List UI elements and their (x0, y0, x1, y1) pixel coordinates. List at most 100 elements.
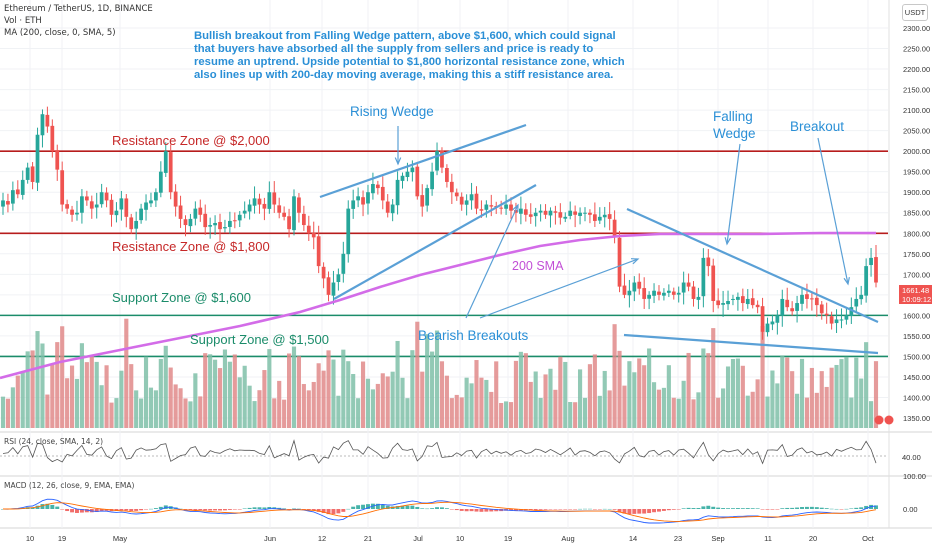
macd-histogram-bar (124, 509, 129, 511)
volume-bar (30, 350, 35, 428)
volume-bar (395, 340, 400, 428)
volume-bar (824, 386, 829, 428)
volume-bar (696, 392, 701, 428)
macd-histogram-bar (70, 509, 75, 513)
candle-body (346, 208, 351, 255)
candle-body (45, 114, 50, 127)
volume-bar (474, 360, 479, 428)
candle-body (874, 257, 878, 283)
candle-body (149, 200, 153, 204)
macd-histogram-bar (706, 505, 711, 509)
price-tick-label: 2300.00 (903, 24, 930, 33)
candle-body (578, 212, 582, 216)
arrow-bearish-2-head (630, 258, 640, 265)
volume-bar (577, 369, 583, 428)
macd-histogram-bar (366, 504, 370, 509)
macd-histogram-bar (331, 509, 336, 515)
candle-body (306, 225, 311, 234)
macd-histogram-bar (257, 507, 262, 509)
candle-body (721, 303, 725, 305)
candle-body (242, 210, 247, 214)
candle-body (55, 150, 60, 170)
candle-body (859, 294, 864, 300)
candle-body (316, 236, 321, 267)
macd-tick-label: 100.00 (903, 472, 926, 481)
macd-histogram-bar (148, 508, 153, 510)
price-tick-label: 2200.00 (903, 65, 930, 74)
candle-body (80, 196, 84, 213)
candle-body (691, 286, 696, 299)
macd-histogram-bar (558, 509, 563, 510)
volume-bar (868, 401, 874, 428)
macd-histogram-bar (568, 509, 573, 510)
candle-body (514, 209, 518, 213)
volume-bar (790, 371, 795, 428)
candle-body (647, 294, 651, 299)
macd-histogram-bar (543, 509, 548, 510)
volume-bar (711, 328, 716, 428)
macd-histogram-bar (459, 509, 464, 511)
sma-line (0, 231, 876, 380)
macd-histogram-bar (479, 509, 484, 512)
volume-bar (99, 385, 104, 428)
volume-bar (222, 349, 228, 428)
macd-histogram-bar (415, 506, 420, 509)
candle-body (301, 213, 306, 226)
candle-body (15, 189, 20, 195)
volume-bar (780, 356, 785, 428)
volume-bar (839, 359, 844, 428)
candle-body (558, 212, 563, 218)
volume-bar (370, 389, 375, 428)
candle-body (25, 167, 30, 180)
candle-body (563, 216, 568, 219)
volume-bar (257, 390, 262, 428)
macd-histogram-bar (247, 507, 252, 509)
candle-body (375, 184, 380, 189)
price-tick-label: 1450.00 (903, 373, 930, 382)
candle-body (800, 294, 804, 304)
candle-body (331, 282, 336, 296)
volume-bar (311, 381, 316, 428)
volume-bar (844, 356, 849, 428)
macd-histogram-bar (272, 507, 277, 509)
volume-bar (528, 381, 533, 428)
volume-bar (504, 401, 509, 428)
time-tick-label: 20 (809, 534, 817, 543)
price-tick-label: 1850.00 (903, 209, 930, 218)
volume-bar (208, 354, 213, 428)
volume-bar (286, 353, 292, 428)
volume-bar (543, 374, 548, 428)
arrow-bearish-2 (479, 258, 639, 319)
volume-bar (873, 361, 879, 428)
label-bearish-breakouts: Bearish Breakouts (418, 328, 529, 343)
volume-bar (795, 393, 800, 428)
macd-histogram-bar (129, 509, 134, 512)
alert-icon-2 (884, 415, 894, 425)
volume-bar (365, 378, 371, 428)
macd-histogram-bar (632, 509, 637, 514)
macd-histogram-bar (420, 508, 425, 509)
volume-bar (148, 387, 154, 428)
currency-button[interactable]: USDT (902, 4, 928, 21)
volume-bar (469, 383, 474, 428)
macd-histogram-bar (75, 509, 79, 513)
macd-pane (1, 498, 878, 524)
volume-bar (232, 354, 237, 428)
trend-lines (319, 123, 879, 355)
macd-histogram-bar (642, 509, 647, 514)
volume-bar (548, 368, 553, 428)
candle-body (765, 323, 770, 333)
candle-body (869, 257, 873, 266)
candle-body (770, 321, 775, 325)
macd-histogram-bar (227, 509, 232, 510)
macd-histogram-bar (203, 509, 208, 511)
candle-body (805, 294, 809, 299)
candle-body (311, 232, 316, 238)
candle-body (445, 168, 449, 182)
candle-body (637, 281, 642, 289)
arrow-rising-wedge-head (394, 157, 402, 166)
candle-body (390, 204, 395, 214)
candle-body (839, 319, 844, 321)
candle-body (533, 212, 538, 217)
arrow-falling-wedge (726, 143, 741, 245)
